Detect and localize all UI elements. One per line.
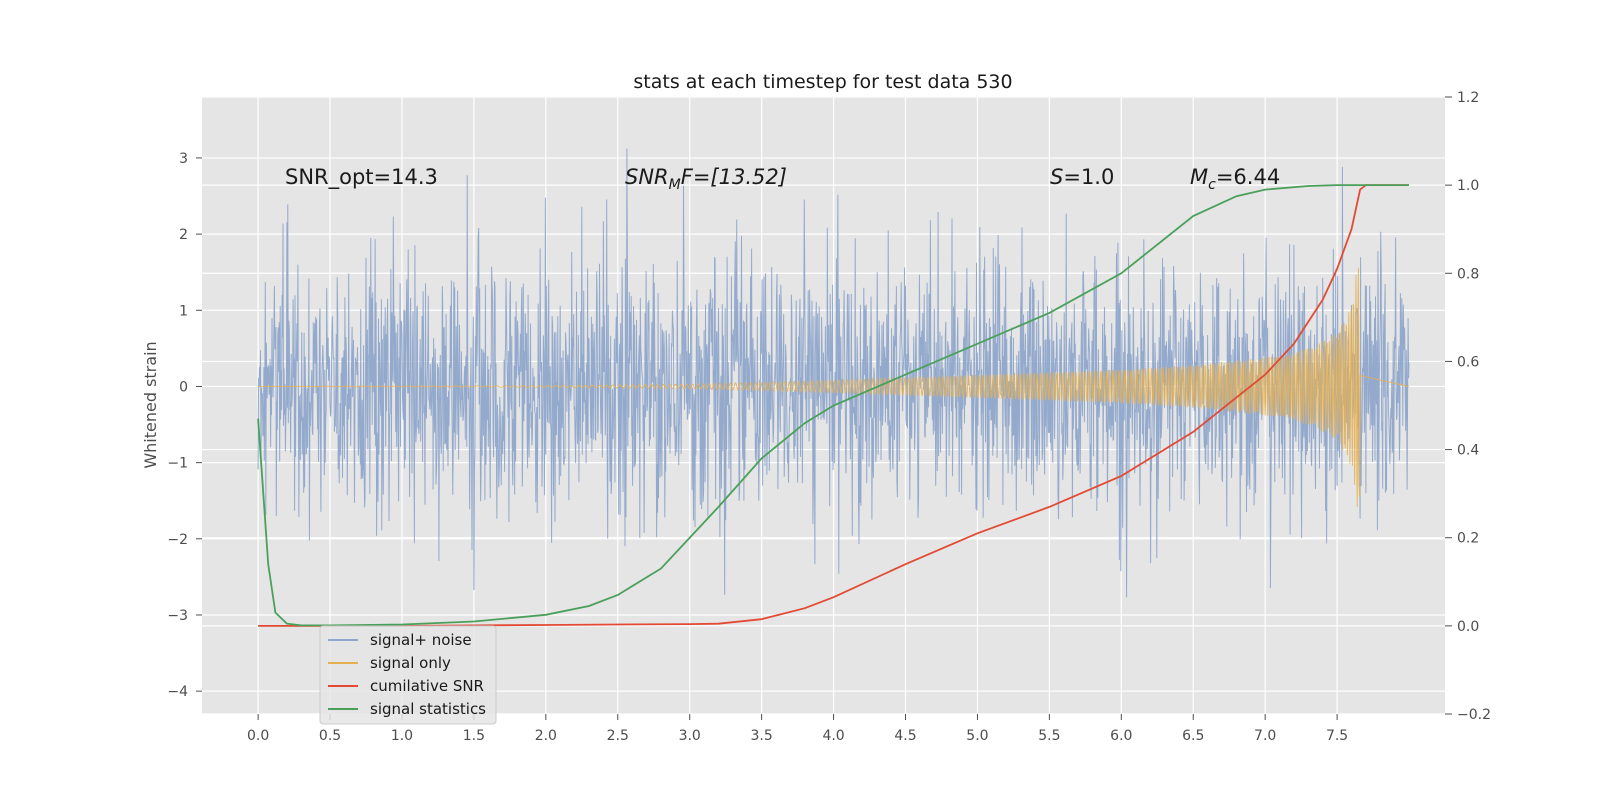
snr-mf-subscript: M xyxy=(669,177,681,193)
legend-label: cumilative SNR xyxy=(370,677,484,695)
annotation-snr-opt: SNR_opt=14.3 xyxy=(285,165,438,190)
x-tick-label: 1.5 xyxy=(463,728,485,744)
snr-mf-value: F=[13.52] xyxy=(681,165,787,189)
x-tick-label: 5.0 xyxy=(966,728,988,744)
y-tick-label: −3 xyxy=(167,608,188,624)
y2-tick-label: 0.8 xyxy=(1457,266,1479,282)
x-tick-label: 7.5 xyxy=(1326,728,1348,744)
x-tick-label: 3.0 xyxy=(679,728,701,744)
x-tick-label: 5.5 xyxy=(1038,728,1060,744)
y2-tick-label: 1.0 xyxy=(1457,178,1479,194)
y2-tick-label: −0.2 xyxy=(1457,707,1491,723)
x-tick-label: 6.0 xyxy=(1110,728,1132,744)
x-tick-label: 4.5 xyxy=(894,728,916,744)
y-tick-label: 0 xyxy=(179,379,188,395)
annotation-mc: Mc=6.44 xyxy=(1190,165,1280,193)
x-tick-label: 2.0 xyxy=(535,728,557,744)
y-tick-label: 1 xyxy=(179,303,188,319)
snr-mf-symbol: SNR xyxy=(625,165,669,189)
y-tick-label: −2 xyxy=(167,532,188,548)
x-tick-label: 4.0 xyxy=(822,728,844,744)
chart-title: stats at each timestep for test data 530 xyxy=(633,71,1012,93)
y-axis-label: Whitened strain xyxy=(141,341,160,468)
y2-tick-label: 0.2 xyxy=(1457,531,1479,547)
x-tick-label: 3.5 xyxy=(751,728,773,744)
x-tick-label: 0.0 xyxy=(247,728,269,744)
series-signal-only-line xyxy=(258,267,1410,507)
y2-tick-label: 0.0 xyxy=(1457,619,1479,635)
chart-marks xyxy=(257,148,1410,627)
series-cumulative-snr-line xyxy=(258,184,1409,627)
s-symbol: S xyxy=(1050,165,1063,189)
annotation-snr-mf: SNRMF=[13.52] xyxy=(625,165,787,193)
s-value: =1.0 xyxy=(1063,165,1114,189)
x-tick-label: 7.0 xyxy=(1254,728,1276,744)
x-tick-label: 0.5 xyxy=(319,728,341,744)
mc-value: =6.44 xyxy=(1216,165,1280,189)
y2-tick-label: 0.4 xyxy=(1457,443,1479,459)
y-tick-label: −4 xyxy=(167,684,188,700)
x-tick-label: 2.5 xyxy=(607,728,629,744)
x-tick-label: 1.0 xyxy=(391,728,413,744)
annotation-s: S=1.0 xyxy=(1050,165,1114,189)
x-tick-label: 6.5 xyxy=(1182,728,1204,744)
legend: signal+ noise signal only cumilative SNR si… xyxy=(319,625,497,725)
legend-label: signal only xyxy=(370,654,451,672)
mc-symbol: M xyxy=(1190,165,1208,189)
mc-subscript: c xyxy=(1208,177,1216,193)
y-tick-label: 3 xyxy=(179,151,188,167)
legend-label: signal+ noise xyxy=(370,631,472,649)
y2-tick-label: 1.2 xyxy=(1457,90,1479,106)
y-tick-label: −1 xyxy=(167,456,188,472)
axes: 0.0 0.5 1.0 1.5 2.0 2.5 3.0 3.5 4.0 4.5 5.0 5.5 6.0 6… xyxy=(167,90,1491,744)
legend-box xyxy=(319,625,497,725)
legend-label: signal statistics xyxy=(370,700,486,718)
y2-tick-label: 0.6 xyxy=(1457,354,1479,370)
series-signal-statistics-line xyxy=(257,184,1409,627)
y-tick-label: 2 xyxy=(179,227,188,243)
